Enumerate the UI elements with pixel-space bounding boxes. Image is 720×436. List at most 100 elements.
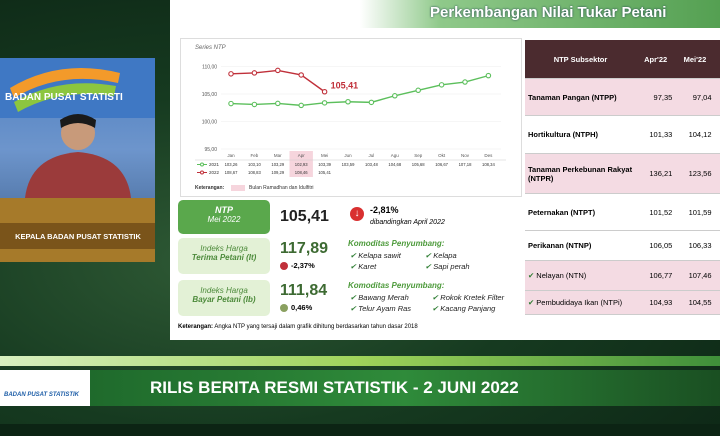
check-icon: ✔ [350,262,357,271]
x-tick-label: Sep [414,153,423,158]
value-cell: 107,46 [675,260,715,291]
commodity: ✔ Karet [350,262,376,271]
check-icon: ✔ [425,262,432,271]
data-table-value: 103,59 [342,162,355,167]
slide: Perkembangan Nilai Tukar Petani Series N… [170,0,720,340]
cut-cell [714,78,720,116]
index-box: Indeks Harga Terima Petani (It) [178,238,270,274]
cell-text: 101,33 [649,130,673,139]
x-tick-label: Des [484,153,493,158]
legend-marker [200,170,204,175]
cell-text: Peternakan (NTPT) [528,207,596,217]
commodity-name: Karet [358,262,377,271]
cut-cell [714,115,720,154]
cell-text: 107,46 [688,271,712,280]
value-cell: 136,21 [636,153,676,194]
cell-text: 97,04 [692,92,712,102]
person-body [25,152,131,198]
chart-title: Series NTP [195,45,226,51]
commodity-name: Sapi perah [433,262,470,271]
ntp-label: NTP [215,205,233,215]
nameplate [0,223,155,249]
table-row: Tanaman Pangan (NTPP) 97,35 97,04 [525,78,720,116]
cell-text: 136,21 [649,169,673,178]
value-cell: 97,04 [675,78,715,116]
table-row: Perikanan (NTNP) 106,05 106,33 [525,230,720,261]
ntp-box: NTP Mei 2022 [178,200,270,234]
cell-text: Tanaman Perkebunan Rakyat (NTPR) [528,164,633,183]
data-table-value: 108,67 [225,170,238,175]
commodity: ✔ Kelapa [425,251,457,260]
cell-text: 97,35 [653,92,673,102]
row-label: Tanaman Perkebunan Rakyat (NTPR) [525,153,636,194]
banner-org: BADAN PUSAT STATISTIK [4,392,79,398]
series-point [392,93,398,99]
index-change: -2,37% [291,261,315,270]
x-tick-label: Mar [274,153,282,158]
ntp-period: Mei 2022 [207,215,241,224]
x-tick-label: Jun [344,153,352,158]
value-cell: 106,33 [675,230,715,261]
data-table-value: 105,68 [412,162,425,167]
index-value: 111,84 [280,282,328,299]
data-table-value: 103,39 [318,162,331,167]
logo-shape [14,83,116,112]
cut-cell [714,230,720,261]
value-cell: 123,56 [675,153,715,194]
value-cell: 104,93 [636,290,676,315]
series-point [251,70,258,76]
series-point [485,72,492,79]
cell-text: 106,05 [649,241,673,250]
cell-text: Tanaman Pangan (NTPP) [528,92,617,102]
index-value: 117,89 [280,240,329,257]
line-chart: Series NTP 95,00 100,00 105,00 110,00 Jan Feb… [180,38,522,197]
value-cell: 104,12 [675,115,715,154]
index-sub: Terima Petani (It) [191,253,257,262]
note-label: Keterangan: [195,185,225,191]
row-label: Peternakan (NTPT) [525,193,636,231]
legend-label: 2022 [209,170,220,175]
data-table-value: 103,48 [365,162,378,167]
series-point [228,100,234,107]
caption: KEPALA BADAN PUSAT STATISTIK [15,232,141,241]
series-point [321,88,328,95]
ntp-change-note: dibandingkan April 2022 [370,219,445,226]
cell-text: Hortikultura (NTPH) [528,130,598,139]
cell-text: Pembudidaya Ikan (NTPi) [536,298,623,307]
series-point [368,99,375,106]
check-icon: ✔ [350,304,357,313]
y-tick-label: 105,00 [202,92,218,98]
table-row: Tanaman Perkebunan Rakyat (NTPR) 136,21 12… [525,153,720,194]
x-tick-label: Jul [369,153,375,158]
commodity: ✔ Sapi perah [425,262,470,271]
banner-title: RILIS BERITA RESMI STATISTIK - 2 JUNI 20… [150,378,519,397]
cell-text: 104,12 [688,130,712,139]
row-label: Hortikultura (NTPH) [525,115,636,154]
cell-text: 101,59 [688,207,712,217]
ntp-value: 105,41 [280,208,329,225]
check-icon: ✔ [528,271,535,280]
it-row: Indeks Harga Terima Petani (It) 117,89 -2,3… [178,238,518,276]
cut-cell [714,153,720,194]
data-table-value: 102,93 [295,162,308,167]
note-text: Bulan Ramadhan dan Idulfitri [249,185,314,191]
data-table-value: 105,41 [318,170,331,175]
series-line [230,69,326,93]
x-tick-label: Apr [298,153,306,158]
cell-text: 101,52 [649,207,673,217]
value-cell: 101,59 [675,193,715,231]
ramadhan-highlight [289,151,313,177]
footnote-text: Angka NTP yang tersaji dalam grafik dihi… [214,324,418,330]
person-hair [60,114,96,128]
commodity-name: Kacang Panjang [440,304,496,313]
x-tick-label: Mei [321,153,328,158]
commodity: ✔ Bawang Merah [350,293,409,302]
video-feed: BADAN PUSAT STATISTI KEPALA BADAN PUSAT … [0,58,155,262]
row-label: Tanaman Pangan (NTPP) [525,78,636,116]
index-box: Indeks Harga Bayar Petani (Ib) [178,280,270,316]
series-point [462,79,468,85]
commodity-name: Bawang Merah [358,293,409,302]
check-icon: ✔ [432,304,439,313]
